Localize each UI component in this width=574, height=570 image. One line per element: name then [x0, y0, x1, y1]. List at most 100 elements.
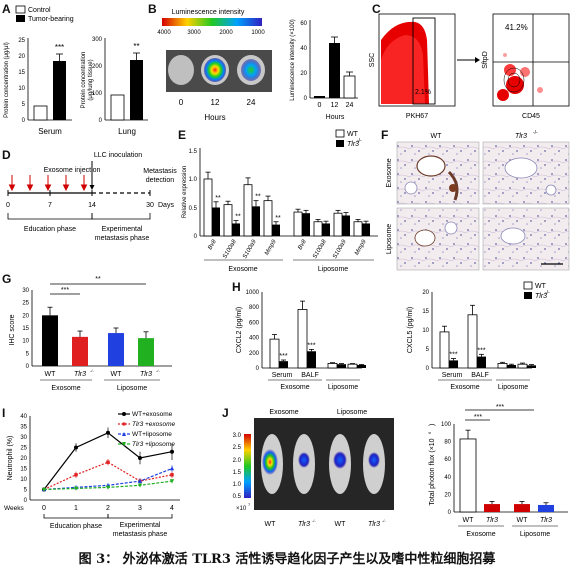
- svg-text:12: 12: [211, 98, 220, 107]
- svg-text:Tlr3: Tlr3: [140, 371, 152, 378]
- series-3-point-0: [41, 487, 47, 492]
- svg-text:7: 7: [48, 202, 52, 209]
- svg-text:×10: ×10: [236, 506, 247, 512]
- neutrophil-lines: [41, 427, 175, 492]
- svg-text:Experimental: Experimental: [102, 226, 143, 233]
- panel-g: 0 5 10 15 20 25 30 IHC score ** *** WT Tlr3 WT…: [9, 276, 172, 392]
- svg-text:Exosome injection: Exosome injection: [44, 167, 101, 174]
- series-1-point-1: [74, 473, 78, 477]
- j-tick-3: 60: [444, 457, 451, 463]
- svg-text:Tlr3: Tlr3: [368, 521, 380, 528]
- svg-text:WT: WT: [347, 131, 359, 138]
- j-tick-1: 20: [444, 492, 451, 498]
- panel-label-d: D: [2, 148, 11, 162]
- i-tick-4: 20: [20, 456, 27, 462]
- svg-text:14: 14: [88, 202, 96, 209]
- h-left-tick-3: 600: [249, 320, 260, 326]
- svg-text:24: 24: [247, 98, 256, 107]
- lum-bar-24: [343, 75, 356, 99]
- svg-text:WT: WT: [463, 517, 475, 524]
- ihc-bar-3: [138, 338, 154, 366]
- svg-text:100: 100: [92, 91, 103, 97]
- cxcl2-wt-3: [347, 363, 358, 369]
- series-0-point-2: [106, 430, 110, 435]
- svg-text:***: ***: [474, 414, 482, 421]
- svg-text:3: 3: [138, 505, 142, 512]
- svg-text:0: 0: [6, 202, 10, 209]
- svg-text:***: ***: [61, 287, 69, 294]
- svg-text:0: 0: [318, 102, 322, 109]
- lum-bar-chart: 0 20 40 60 0 12 24 Hours Luminescence in…: [290, 19, 358, 121]
- svg-text:metastasis phase: metastasis phase: [113, 531, 168, 538]
- bar-wt-6: [333, 212, 343, 237]
- g-tick-6: 30: [22, 288, 29, 294]
- i-tick-7: 35: [20, 425, 27, 431]
- bar-serum-tumor: [53, 61, 66, 120]
- svg-text:BALF: BALF: [471, 372, 489, 379]
- sig-3: **: [275, 215, 281, 222]
- bar-wt-5: [313, 221, 323, 237]
- svg-text:10: 10: [18, 86, 25, 92]
- svg-text:Exosome: Exosome: [450, 384, 479, 391]
- svg-text:2000: 2000: [219, 30, 233, 36]
- svg-text:Education phase: Education phase: [24, 226, 76, 233]
- h-right-tick-4: 20: [422, 290, 429, 296]
- bar-tlr3-4: [302, 213, 310, 236]
- pkh-gate: [412, 17, 436, 105]
- svg-text:2: 2: [106, 505, 110, 512]
- svg-text:Liposome: Liposome: [386, 224, 393, 254]
- svg-text:WT: WT: [335, 521, 347, 528]
- i-tick-6: 30: [20, 435, 27, 441]
- series-0-point-1: [74, 445, 78, 450]
- svg-text:CXCL5 (pg/ml): CXCL5 (pg/ml): [407, 307, 414, 353]
- panel-label-f: F: [381, 128, 389, 142]
- svg-text:Hours: Hours: [326, 114, 345, 121]
- svg-text:40: 40: [300, 46, 307, 52]
- lung-xlabel: Lung: [118, 127, 136, 136]
- bar-wt-1: [223, 204, 233, 237]
- i-tick-1: 5: [24, 488, 28, 494]
- svg-text:Liposome: Liposome: [318, 266, 348, 273]
- cxcl5-wt-0: [439, 331, 450, 369]
- svg-text:Weeks: Weeks: [4, 505, 24, 512]
- svg-text:WT: WT: [517, 517, 529, 524]
- series-1-point-4: [170, 473, 174, 477]
- bar-tlr3-6: [342, 215, 350, 236]
- llc-arrow-icon: [89, 185, 95, 190]
- svg-text:25: 25: [18, 38, 25, 44]
- g-tick-3: 15: [22, 326, 29, 332]
- bar-wt-4: [293, 211, 303, 237]
- panel-label-h: H: [232, 280, 241, 294]
- h-left-tick-1: 200: [249, 351, 260, 357]
- bar-tlr3-0: [212, 207, 220, 236]
- mouse-4: [363, 434, 385, 494]
- svg-text:IHC score: IHC score: [9, 314, 16, 345]
- svg-text:-/-: -/-: [312, 518, 316, 523]
- svg-text:Relative expression: Relative expression: [182, 166, 188, 218]
- cxcl2-wt-1: [297, 309, 308, 369]
- svg-text:WT: WT: [535, 283, 547, 290]
- cxcl2-sig-1: ***: [307, 342, 315, 349]
- svg-text:WT+liposome: WT+liposome: [132, 431, 172, 438]
- sig-1: **: [235, 214, 241, 221]
- cxcl5-sig-1: ***: [477, 347, 485, 354]
- svg-text:2.5: 2.5: [233, 445, 242, 451]
- svg-text:Metastasis: Metastasis: [143, 168, 177, 175]
- panel-label-b: B: [148, 2, 157, 16]
- bar-tlr3-5: [322, 223, 330, 236]
- series-1-point-2: [106, 460, 110, 464]
- svg-text:4: 4: [170, 505, 174, 512]
- svg-text:detection: detection: [146, 177, 175, 184]
- h-left-tick-5: 1000: [246, 290, 260, 296]
- series-3-point-3: [137, 483, 143, 488]
- svg-text:WT+exosome: WT+exosome: [132, 411, 173, 418]
- gate-pct: 2.1%: [415, 89, 431, 96]
- gene-label-1: S100a8: [222, 238, 238, 259]
- figure-caption: 图 3： 外泌体激活 TLR3 活性诱导趋化因子产生以及嗜中性粒细胞招募: [78, 552, 496, 567]
- svg-text:Exosome: Exosome: [228, 266, 257, 273]
- cxcl5-wt-2: [497, 363, 508, 369]
- cxcl2-tlr3-3: [357, 364, 366, 368]
- cxcl2-wt-2: [327, 363, 338, 369]
- svg-text:3000: 3000: [187, 30, 201, 36]
